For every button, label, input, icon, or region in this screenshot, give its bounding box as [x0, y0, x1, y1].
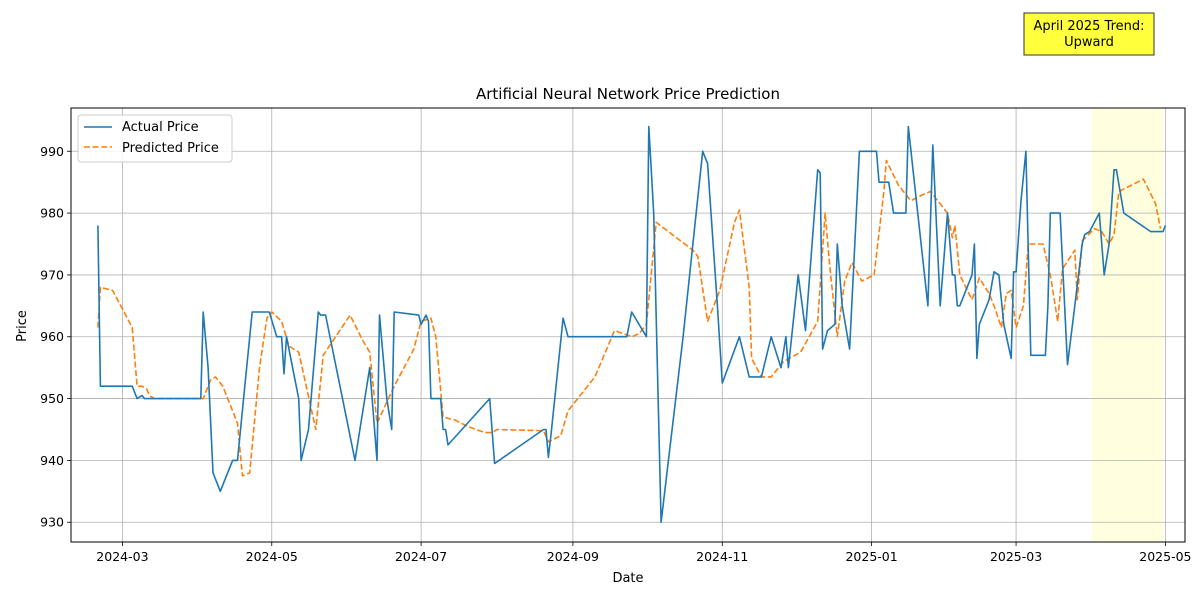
- actual-price-line: [97, 125, 1167, 524]
- highlight-rect: [1091, 108, 1163, 542]
- april-highlight-region: [1091, 108, 1163, 542]
- predicted-price-line: [97, 159, 1162, 477]
- annotation-box: [1023, 12, 1155, 56]
- y-axis-ticks: 930 940 950 960 970 980 990: [40, 144, 71, 530]
- legend-label-actual: Actual Price: [122, 120, 199, 135]
- legend-label-predicted: Predicted Price: [122, 141, 219, 156]
- series-lines: [97, 125, 1167, 524]
- x-axis-ticks: 2024-03 2024-05 2024-07 2024-09 2024-11 2025-…: [96, 542, 1192, 564]
- trend-annotation: April 2025 Trend: Upward: [1023, 12, 1155, 56]
- x-tick-label: 2025-01: [845, 549, 897, 564]
- x-axis-label: Date: [612, 571, 643, 586]
- legend-box: [77, 114, 233, 163]
- y-tick-label: 980: [40, 206, 64, 221]
- y-tick-label: 950: [40, 391, 64, 406]
- y-tick-label: 930: [40, 515, 64, 530]
- x-tick-label: 2025-05: [1139, 549, 1191, 564]
- y-tick-label: 960: [40, 329, 64, 344]
- annotation-line-2: Upward: [1064, 35, 1114, 50]
- grid: [71, 108, 1185, 542]
- plot-frame: [70, 107, 1186, 543]
- x-tick-label: 2024-05: [246, 549, 298, 564]
- y-tick-label: 970: [40, 267, 64, 282]
- y-tick-label: 940: [40, 453, 64, 468]
- x-tick-label: 2024-03: [96, 549, 148, 564]
- x-tick-label: 2025-03: [990, 549, 1042, 564]
- x-tick-label: 2024-11: [696, 549, 748, 564]
- chart-title: Artificial Neural Network Price Predicti…: [476, 85, 780, 103]
- y-axis-label: Price: [15, 310, 30, 342]
- x-tick-label: 2024-07: [395, 549, 447, 564]
- y-tick-label: 990: [40, 144, 64, 159]
- x-tick-label: 2024-09: [547, 549, 599, 564]
- annotation-line-1: April 2025 Trend:: [1033, 19, 1144, 34]
- legend: Actual Price Predicted Price: [77, 114, 233, 163]
